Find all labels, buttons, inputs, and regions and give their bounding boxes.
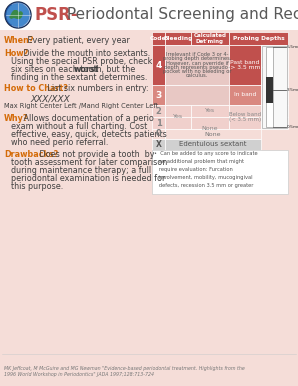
Bar [165,105,191,117]
Bar [261,45,288,85]
Text: Bleeding: Bleeding [163,36,193,41]
Text: Calculated
Det'ming: Calculated Det'ming [193,33,226,44]
Text: tooth assessment for later comparison: tooth assessment for later comparison [11,158,167,167]
Text: Below band
(< 3.5 mm): Below band (< 3.5 mm) [229,112,261,122]
Circle shape [5,2,31,28]
Text: exam without a full charting. Cost: exam without a full charting. Cost [11,122,147,131]
Text: an additional problem that might: an additional problem that might [154,159,244,164]
Polygon shape [9,10,23,19]
Text: Divide the mouth into sextants.: Divide the mouth into sextants. [21,49,150,58]
Text: calculus.: calculus. [186,73,208,78]
Bar [191,32,229,45]
Text: Every patient, every year: Every patient, every year [25,36,130,45]
Text: Does not provide a tooth  by: Does not provide a tooth by [37,150,154,159]
Text: finding in the sextant determines.: finding in the sextant determines. [11,73,148,82]
Text: Code: Code [150,36,167,41]
Text: worst: worst [74,65,99,74]
Text: List six numbers in entry:: List six numbers in entry: [45,84,149,93]
Bar [152,150,288,194]
Text: Why?: Why? [4,114,29,123]
Text: 0: 0 [156,129,162,139]
Text: X: X [156,140,162,149]
Bar [266,78,273,103]
Bar [152,45,165,85]
Bar [152,139,165,150]
Text: Yes: Yes [173,115,183,120]
Text: When?: When? [4,36,35,45]
Text: •  Can be added to any score to indicate: • Can be added to any score to indicate [154,151,258,156]
Bar [165,32,191,45]
Bar [152,105,165,117]
Bar [165,85,229,105]
Bar [262,46,287,128]
Bar [229,45,261,85]
Bar [152,117,165,129]
Bar [152,129,165,139]
Text: 4: 4 [155,61,162,69]
Bar [229,105,261,117]
Text: Yes: Yes [205,108,215,113]
Text: 2: 2 [156,107,162,115]
Text: periodontal examination is needed for: periodontal examination is needed for [11,174,165,183]
Text: probing depth determines.: probing depth determines. [163,56,231,61]
Text: None: None [205,132,221,137]
Bar [229,117,261,129]
Bar [152,85,165,105]
Text: defects, recession 3.5 mm or greater: defects, recession 3.5 mm or greater [154,183,253,188]
Text: Past band
(> 3.5 mm): Past band (> 3.5 mm) [228,59,262,70]
Text: In band: In band [234,93,256,98]
Text: 3: 3 [155,90,162,100]
Text: this purpose.: this purpose. [11,182,63,191]
Circle shape [6,3,30,27]
Bar [191,105,229,117]
Text: Edentulous sextant: Edentulous sextant [179,142,247,147]
Bar [165,139,261,150]
Bar [229,85,261,105]
Bar [229,32,288,45]
Text: How?: How? [4,49,28,58]
Text: 3.5mm: 3.5mm [286,88,298,92]
Bar [165,117,191,129]
Text: XXX/XXX: XXX/XXX [30,94,70,103]
Bar [266,47,273,127]
Text: Probing Depths: Probing Depths [233,36,284,41]
Text: pocket with no bleeding or: pocket with no bleeding or [163,69,231,74]
Bar [165,129,261,139]
Text: Allows documentation of a perio: Allows documentation of a perio [21,114,154,123]
Text: 1: 1 [156,119,162,127]
Bar [261,85,288,105]
Text: Periodontal Screening and Recording: Periodontal Screening and Recording [62,7,298,22]
Bar [152,32,165,45]
Bar [191,117,229,129]
Text: How to Chart?: How to Chart? [4,84,68,93]
Text: who need perio referral.: who need perio referral. [11,138,108,147]
Text: Drawbacks?: Drawbacks? [4,150,58,159]
Bar [261,117,288,129]
Text: involvement, mobility, mucogingival: involvement, mobility, mucogingival [154,175,253,180]
Text: require evaluation: Furcation: require evaluation: Furcation [154,167,233,172]
Text: Irrelevant if Code 3 or 4-: Irrelevant if Code 3 or 4- [166,52,228,57]
Bar [0,0,298,30]
Text: Max Right Center Left /Mand Right Center Left: Max Right Center Left /Mand Right Center… [4,103,158,109]
Bar [165,45,229,85]
Text: 5.5mm: 5.5mm [286,45,298,49]
Text: six sites on each tooth, but the: six sites on each tooth, but the [11,65,138,74]
Text: 0.5mm: 0.5mm [286,125,298,129]
Text: during maintenance therapy; a full: during maintenance therapy; a full [11,166,151,175]
Bar [261,105,288,117]
Circle shape [7,4,29,26]
Text: Using the special PSR probe, check: Using the special PSR probe, check [11,57,152,66]
Text: However, can override if: However, can override if [166,60,228,65]
Text: None: None [202,125,218,130]
Text: MK Jeffcoat, M McGuire and MG Newman "Evidence-based periodontal treatment. High: MK Jeffcoat, M McGuire and MG Newman "Ev… [4,366,245,377]
Text: PSR-: PSR- [35,6,79,24]
Text: effective, easy, quick, detects patients: effective, easy, quick, detects patients [11,130,167,139]
Text: depth represents pseudo-: depth represents pseudo- [164,64,230,69]
